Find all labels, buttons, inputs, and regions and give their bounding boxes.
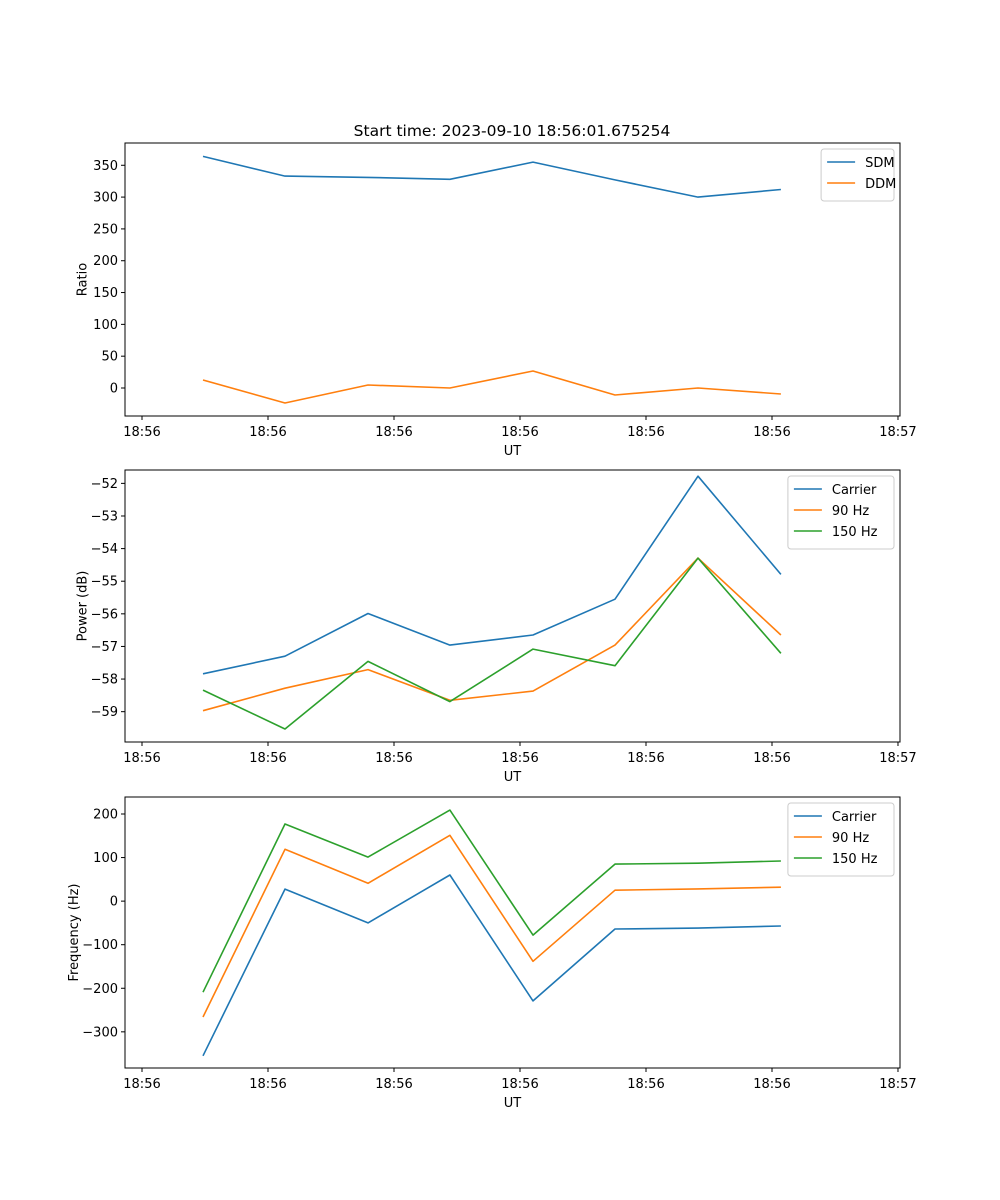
- series-line-carrier: [202, 475, 782, 675]
- legend: SDM DDM: [820, 148, 896, 202]
- x-tick-label: 18:56: [627, 751, 664, 766]
- x-tick-label: 18:56: [249, 751, 286, 766]
- y-axis-label: Power (dB): [75, 571, 90, 642]
- y-tick-label: −57: [91, 640, 118, 655]
- subplot-3: 18:56 18:56 18:56 18:56 18:56 18:56 18:57 UT −30…: [67, 796, 917, 1111]
- series-line-ddm: [202, 370, 781, 404]
- series-line-carrier: [202, 874, 781, 1057]
- x-tick-label: 18:56: [123, 425, 160, 440]
- y-axis-label: Ratio: [75, 263, 90, 296]
- series-line-150-hz: [202, 809, 781, 993]
- y-tick-label: −53: [91, 509, 118, 524]
- legend-label: 150 Hz: [832, 852, 878, 867]
- y-tick-label: 150: [93, 286, 118, 301]
- subplot-2: 18:56 18:56 18:56 18:56 18:56 18:56 18:57 UT −59…: [75, 469, 917, 785]
- axes-frame: [124, 469, 901, 743]
- x-tick-label: 18:56: [753, 425, 790, 440]
- y-tick-label: −300: [82, 1025, 118, 1040]
- y-axis-label: Frequency (Hz): [67, 883, 82, 981]
- y-tick-label: 100: [93, 851, 118, 866]
- y-tick-label: −59: [91, 705, 118, 720]
- y-tick-label: 250: [93, 222, 118, 237]
- legend-label: 90 Hz: [832, 831, 869, 846]
- axes-frame: [124, 796, 901, 1069]
- y-tick-label: 0: [110, 895, 118, 910]
- x-tick-label: 18:56: [753, 1077, 790, 1092]
- y-tick-label: −56: [91, 607, 118, 622]
- legend: Carrier 90 Hz 150 Hz: [787, 802, 895, 877]
- subplot-1: 18:56 18:56 18:56 18:56 18:56 18:56 18:57 UT 0 50…: [75, 142, 917, 459]
- x-tick-label: 18:57: [879, 425, 916, 440]
- x-tick-label: 18:56: [501, 751, 538, 766]
- x-tick-label: 18:56: [627, 1077, 664, 1092]
- x-tick-label: 18:56: [249, 425, 286, 440]
- y-tick-label: −52: [91, 477, 118, 492]
- x-tick-label: 18:56: [501, 425, 538, 440]
- x-tick-label: 18:56: [249, 1077, 286, 1092]
- axes-frame: [124, 142, 901, 417]
- x-tick-label: 18:56: [753, 751, 790, 766]
- legend: Carrier 90 Hz 150 Hz: [787, 475, 895, 550]
- x-tick-label: 18:56: [375, 425, 412, 440]
- legend-label: 150 Hz: [832, 525, 878, 540]
- x-axis-label: UT: [504, 444, 522, 459]
- y-tick-label: 200: [93, 807, 118, 822]
- x-tick-label: 18:56: [123, 1077, 160, 1092]
- x-axis-label: UT: [504, 770, 522, 785]
- x-tick-label: 18:56: [123, 751, 160, 766]
- legend-label: Carrier: [832, 483, 877, 498]
- legend-label: Carrier: [832, 810, 877, 825]
- x-tick-label: 18:56: [501, 1077, 538, 1092]
- x-axis-label: UT: [504, 1096, 522, 1111]
- y-tick-label: 200: [93, 254, 118, 269]
- series-line-90-hz: [202, 834, 781, 1018]
- figure-title: Start time: 2023-09-10 18:56:01.675254: [354, 122, 671, 140]
- x-tick-label: 18:56: [627, 425, 664, 440]
- x-tick-label: 18:57: [879, 751, 916, 766]
- x-tick-label: 18:57: [879, 1077, 916, 1092]
- series-line-150-hz: [202, 557, 782, 730]
- x-tick-label: 18:56: [375, 751, 412, 766]
- y-tick-label: −58: [91, 673, 118, 688]
- plots: 18:56 18:56 18:56 18:56 18:56 18:56 18:57 UT 0 50…: [67, 142, 917, 1111]
- legend-label: DDM: [865, 177, 896, 192]
- y-tick-label: 100: [93, 318, 118, 333]
- y-tick-label: −54: [91, 542, 118, 557]
- series-line-sdm: [202, 155, 781, 198]
- y-tick-label: −55: [91, 575, 118, 590]
- y-tick-label: −100: [82, 938, 118, 953]
- y-tick-label: 50: [101, 350, 118, 365]
- legend-label: SDM: [865, 156, 894, 171]
- y-tick-label: −200: [82, 982, 118, 997]
- y-tick-label: 350: [93, 159, 118, 174]
- y-tick-label: 0: [110, 382, 118, 397]
- x-tick-label: 18:56: [375, 1077, 412, 1092]
- series-line-90-hz: [202, 557, 782, 712]
- legend-label: 90 Hz: [832, 504, 869, 519]
- y-tick-label: 300: [93, 191, 118, 206]
